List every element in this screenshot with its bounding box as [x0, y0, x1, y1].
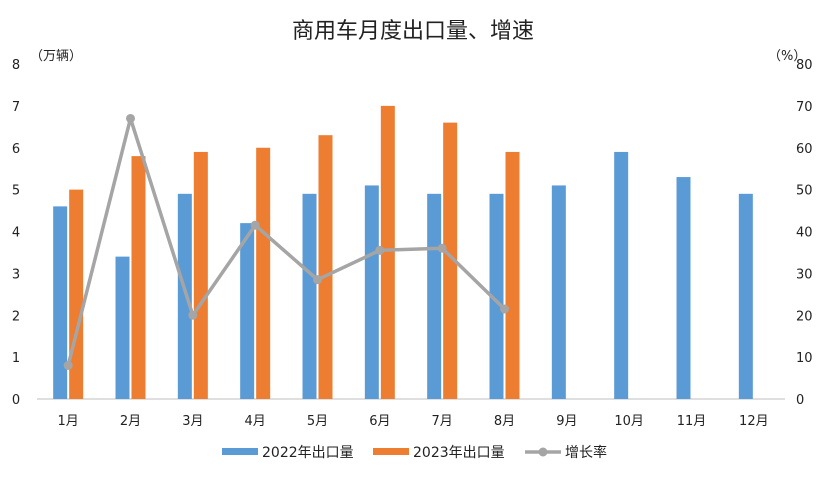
right-tick-label: 50 [796, 184, 813, 199]
left-tick-label: 8 [12, 58, 20, 73]
legend-swatch [373, 448, 409, 455]
x-tick-label: 6月 [369, 414, 390, 429]
x-tick-label: 2月 [120, 414, 141, 429]
x-axis-ticks: 1月 2月 3月 4月 5月 6月 7月 8月 9月 10月 11月 12月 [58, 414, 769, 429]
x-tick-label: 1月 [58, 414, 79, 429]
growth-line [66, 116, 506, 366]
bar-2022年出口量-10月 [614, 151, 629, 399]
x-tick-label: 3月 [182, 414, 203, 429]
bar-2023年出口量-7月 [443, 122, 458, 399]
bar-2023年出口量-3月 [193, 151, 208, 399]
right-tick-label: 10 [796, 351, 813, 366]
left-tick-label: 7 [12, 100, 20, 115]
growth-point [250, 220, 260, 230]
x-tick-label: 12月 [739, 414, 769, 429]
bar-2022年出口量-8月 [489, 193, 504, 399]
legend-label: 2023年出口量 [413, 445, 505, 461]
left-tick-label: 1 [12, 351, 20, 366]
right-tick-label: 0 [796, 393, 804, 408]
bar-2023年出口量-5月 [318, 135, 333, 399]
left-tick-label: 3 [12, 267, 20, 282]
bar-2022年出口量-9月 [551, 185, 566, 399]
bar-2022年出口量-5月 [302, 193, 317, 399]
bar-2022年出口量-7月 [427, 193, 442, 399]
legend: 2022年出口量 2023年出口量 增长率 [222, 444, 607, 461]
bar-2023年出口量-2月 [131, 156, 146, 399]
bar-2022年出口量-3月 [177, 193, 192, 399]
growth-point [188, 310, 198, 320]
right-tick-label: 70 [796, 100, 813, 115]
bar-2022年出口量-1月 [53, 206, 68, 399]
bar-2022年出口量-12月 [738, 193, 753, 399]
bar-2023年出口量-6月 [380, 105, 395, 399]
growth-point [437, 243, 447, 253]
left-axis-unit: （万辆） [30, 49, 82, 64]
right-tick-label: 30 [796, 267, 813, 282]
growth-point [126, 113, 135, 123]
growth-point [313, 275, 322, 285]
legend-swatch [222, 448, 258, 455]
legend-label: 增长率 [565, 444, 607, 461]
growth-line-series [63, 113, 509, 370]
left-axis-ticks: 0 1 2 3 4 5 6 7 8 [12, 58, 20, 408]
x-tick-label: 5月 [307, 414, 328, 429]
x-tick-label: 9月 [556, 414, 577, 429]
right-axis-unit: （%） [768, 49, 806, 64]
left-tick-label: 5 [12, 184, 20, 199]
left-tick-label: 2 [12, 309, 20, 324]
left-tick-label: 4 [12, 226, 20, 241]
bar-2022年出口量-6月 [364, 185, 379, 399]
x-tick-label: 8月 [494, 414, 515, 429]
right-tick-label: 40 [796, 226, 813, 241]
left-tick-label: 6 [12, 142, 20, 157]
growth-point [63, 361, 73, 370]
left-tick-label: 0 [12, 393, 20, 408]
bar-2022年出口量-4月 [240, 223, 255, 399]
x-tick-label: 11月 [677, 414, 707, 429]
legend-label: 2022年出口量 [262, 445, 354, 461]
right-tick-label: 20 [796, 309, 813, 324]
bar-2022年出口量-11月 [676, 177, 691, 399]
x-tick-label: 7月 [432, 414, 453, 429]
right-tick-label: 60 [796, 142, 813, 157]
bar-2022年出口量-2月 [115, 256, 130, 399]
right-tick-label: 80 [796, 58, 813, 73]
bar-2023年出口量-8月 [505, 151, 520, 399]
chart-title: 商用车月度出口量、增速 [292, 19, 534, 44]
legend-swatch-marker [538, 447, 548, 457]
bars [53, 105, 753, 399]
x-tick-label: 10月 [614, 414, 644, 429]
right-axis-ticks: 0 10 20 30 40 50 60 70 80 [796, 58, 813, 408]
x-tick-label: 4月 [245, 414, 266, 429]
growth-point [500, 304, 509, 314]
growth-point [375, 245, 385, 255]
bar-2023年出口量-4月 [256, 147, 271, 399]
